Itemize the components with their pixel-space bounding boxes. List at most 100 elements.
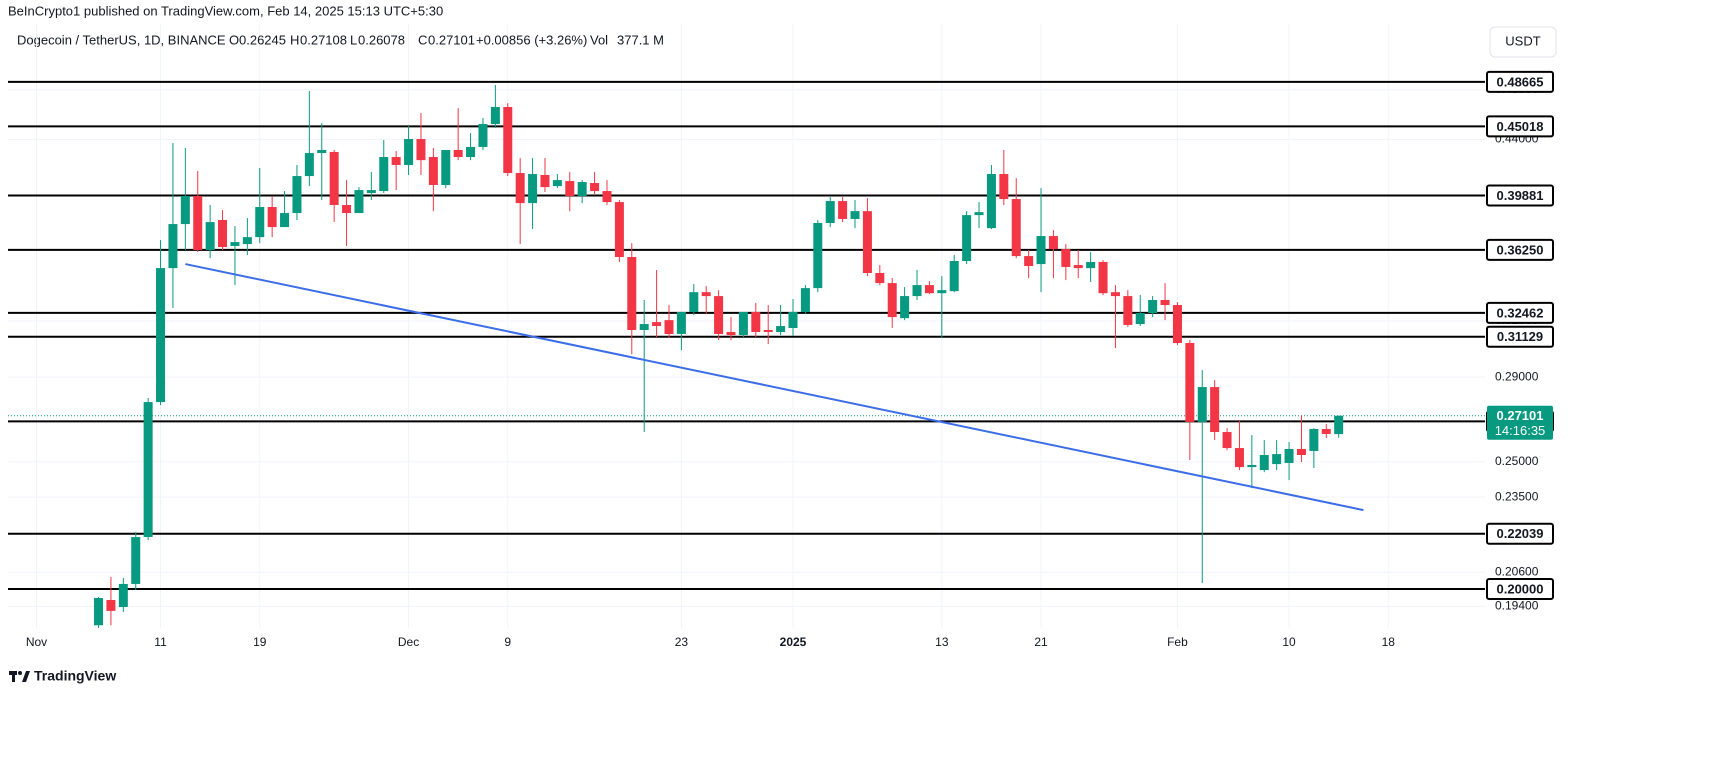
candle-body — [1197, 387, 1207, 422]
candle-body — [503, 107, 513, 174]
candle-body — [118, 583, 128, 608]
candle-body — [205, 222, 215, 251]
x-tick-label: 9 — [504, 635, 511, 649]
footer-brand: TradingView — [34, 668, 116, 684]
level-label: 0.20000 — [1497, 581, 1544, 596]
candle-body — [850, 211, 860, 219]
candle-body — [1210, 387, 1220, 433]
x-tick-label: 2025 — [780, 635, 807, 649]
candle-body — [701, 292, 711, 297]
candle-body — [689, 292, 699, 312]
ohlc-value: 0.26078 — [358, 32, 405, 47]
candle-body — [528, 173, 538, 204]
level-label-box — [1486, 70, 1554, 93]
candle-body — [131, 537, 141, 584]
candle-body — [317, 149, 327, 154]
candle-body — [1247, 465, 1257, 468]
candle-body — [1024, 256, 1034, 267]
candle-body — [193, 196, 203, 251]
candle-body — [1321, 428, 1331, 434]
candle-body — [986, 173, 996, 229]
candle-body — [1061, 249, 1071, 267]
candle-body — [218, 220, 228, 248]
candle-body — [999, 173, 1009, 200]
candle-body — [565, 181, 575, 197]
ohlc-label: O — [229, 32, 239, 47]
candle-body — [342, 204, 352, 214]
candle-body — [466, 146, 476, 158]
candle-body — [379, 157, 389, 192]
ohlc-value: 0.27101 — [428, 32, 475, 47]
candle-body — [900, 296, 910, 319]
candle-body — [1048, 236, 1058, 250]
currency[interactable]: USDT — [1505, 33, 1540, 48]
candle-body — [924, 285, 934, 294]
level-label: 0.32462 — [1497, 305, 1544, 320]
symbol: Dogecoin / TetherUS, 1D, BINANCE — [17, 32, 226, 47]
candle-body — [590, 183, 600, 192]
candle-body — [1036, 236, 1046, 265]
candle-body — [143, 402, 153, 538]
candle-body — [1011, 199, 1021, 257]
published-note: BeInCrypto1 published on TradingView.com… — [8, 3, 443, 18]
candle-body — [391, 157, 401, 165]
candle-body — [912, 285, 922, 297]
ohlc-label: C — [418, 32, 427, 47]
y-tick-label: 0.19400 — [1495, 599, 1539, 613]
candle-body — [453, 149, 463, 158]
candle-body — [1334, 415, 1344, 435]
footer-logo — [9, 671, 30, 682]
level-label-box — [1486, 522, 1554, 545]
level-label-box — [1486, 578, 1554, 601]
level-label: 0.48665 — [1497, 74, 1544, 89]
ohlc-value: 0.26245 — [239, 32, 286, 47]
candle-body — [813, 223, 823, 289]
candle-body — [1135, 313, 1145, 325]
candle-body — [1110, 292, 1120, 297]
y-tick-label: 0.29000 — [1495, 369, 1539, 383]
ohlc-value: 0.27108 — [300, 32, 347, 47]
volume: 377.1 M — [617, 32, 664, 47]
candle-body — [1222, 432, 1232, 449]
candle-body — [614, 202, 624, 258]
level-label: 0.31129 — [1497, 329, 1543, 344]
trendline — [185, 263, 1364, 512]
candle-body — [862, 211, 872, 274]
candle-body — [714, 296, 724, 334]
candle-body — [280, 213, 290, 228]
candle-body — [180, 196, 190, 225]
candle-body — [292, 176, 302, 214]
candle-body — [1272, 454, 1282, 465]
x-tick-label: Feb — [1167, 635, 1188, 649]
candle-body — [639, 324, 649, 330]
candle-body — [800, 288, 810, 312]
countdown: 14:16:35 — [1495, 423, 1546, 438]
candle-body — [1234, 448, 1244, 468]
level-label: 0.36250 — [1497, 242, 1544, 257]
candle-body — [304, 153, 314, 177]
x-tick-label: Dec — [398, 635, 419, 649]
currency-button[interactable] — [1489, 26, 1557, 58]
candle-body — [168, 224, 178, 269]
candle-body — [627, 257, 637, 330]
candle-body — [1185, 342, 1195, 422]
candle-body — [788, 311, 798, 329]
candle-body — [428, 157, 438, 185]
level-label-box — [1486, 238, 1554, 261]
candle-body — [664, 320, 674, 334]
candle-body — [1172, 305, 1182, 343]
candle-body — [94, 597, 104, 626]
candle-body — [949, 261, 959, 292]
x-tick-label: 18 — [1382, 635, 1396, 649]
candle-body — [1259, 454, 1269, 471]
candle-body — [366, 190, 376, 194]
candle-body — [1123, 296, 1133, 325]
candle-body — [478, 124, 488, 147]
candle-body — [540, 174, 550, 188]
y-tick-label: 0.23500 — [1495, 489, 1539, 503]
current-price-box — [1487, 405, 1553, 440]
candle-body — [404, 139, 414, 165]
candle-body — [887, 283, 897, 318]
candle-body — [329, 151, 339, 205]
